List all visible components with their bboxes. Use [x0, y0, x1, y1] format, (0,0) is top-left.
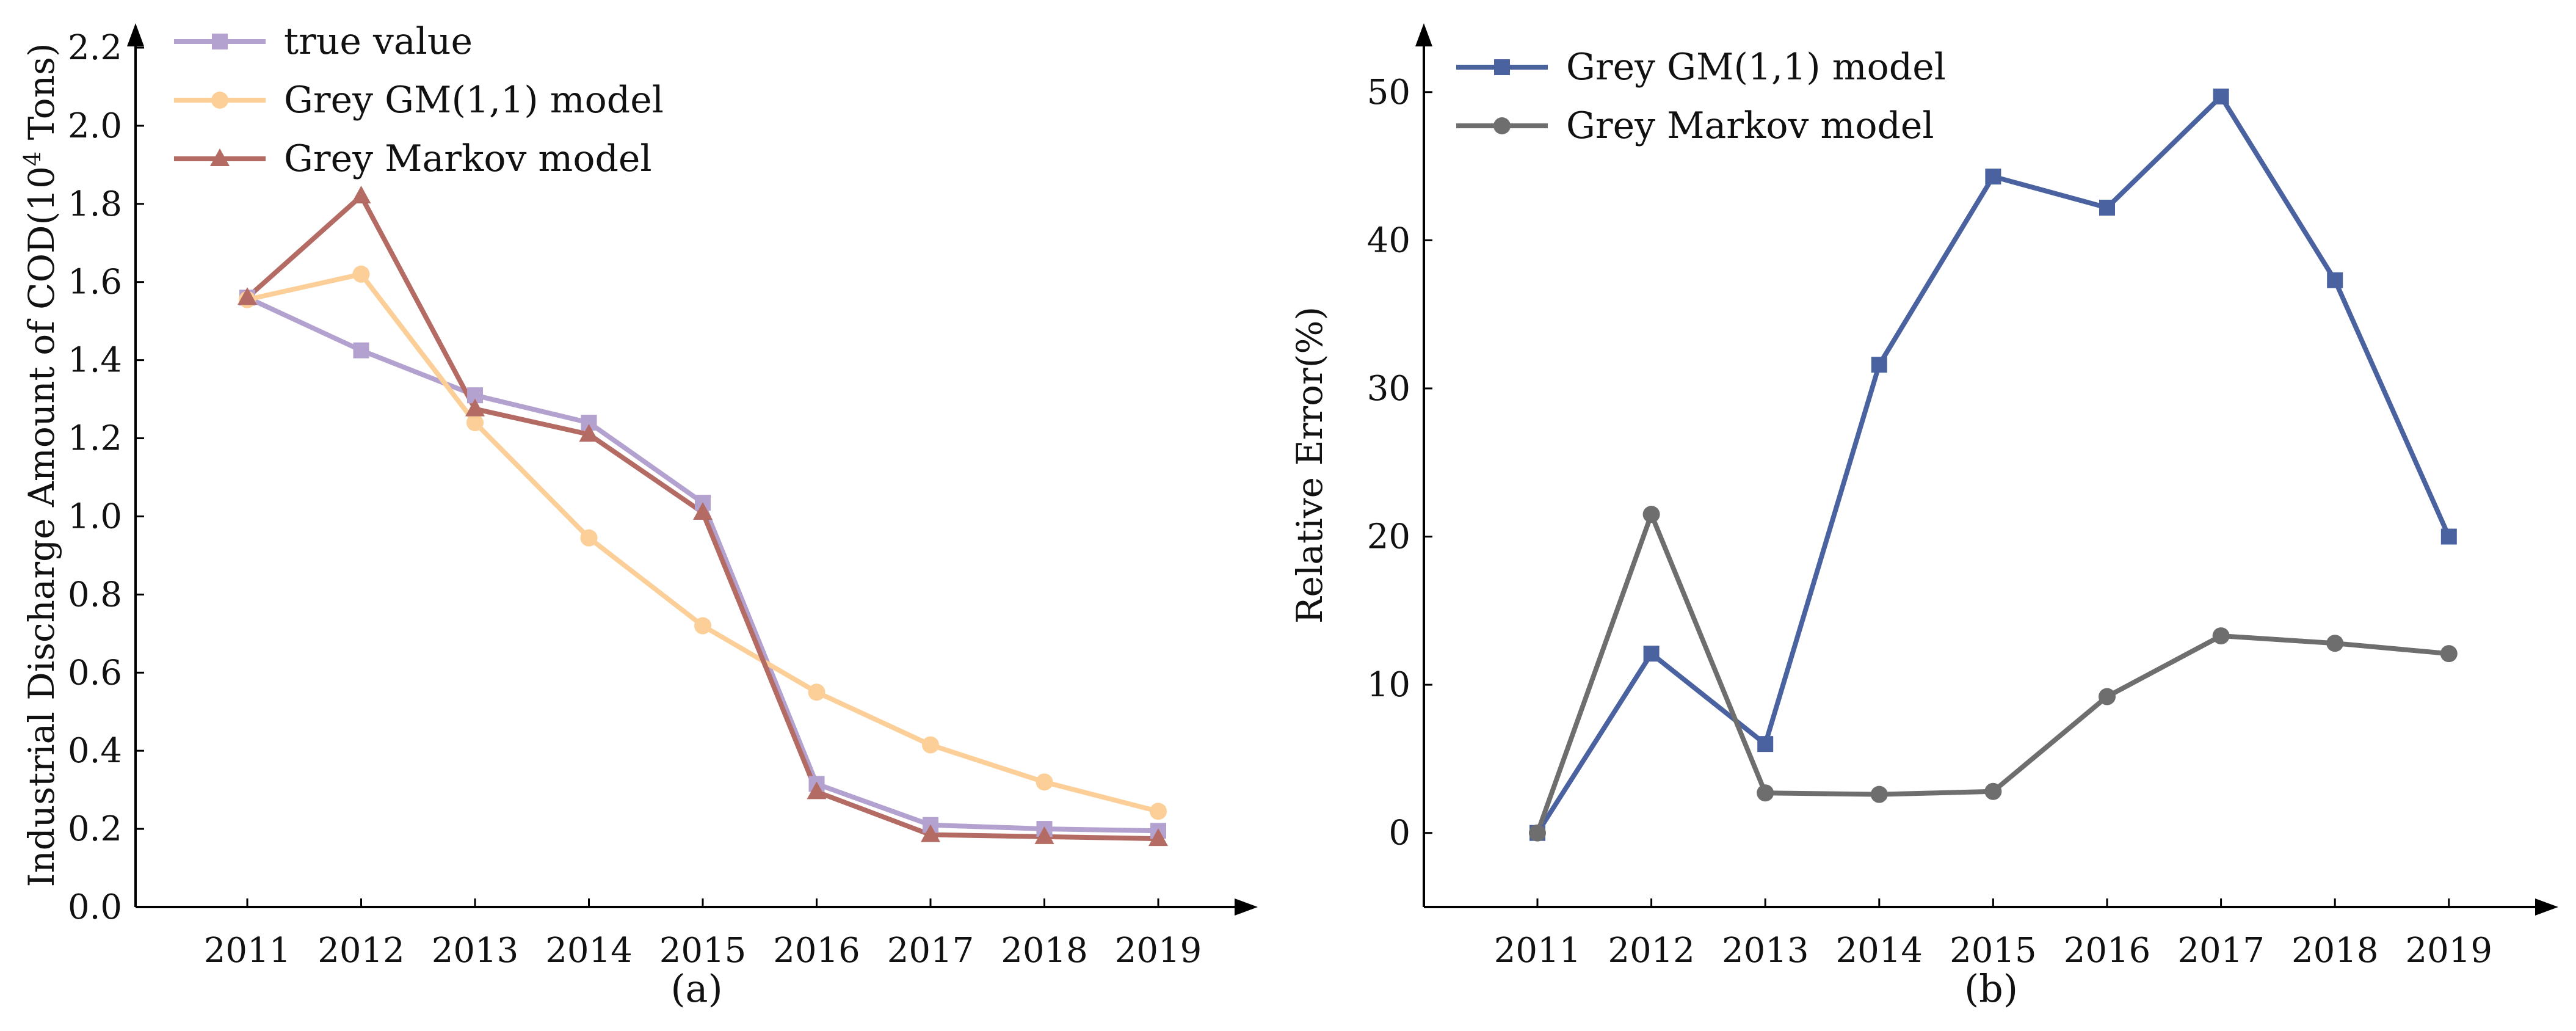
y-axis-title-main: Industrial Discharge Amount of COD(10 [21, 166, 62, 887]
series-0-point [1643, 646, 1660, 662]
series-1-point [2099, 688, 2116, 705]
panel-caption: (a) [670, 966, 722, 1011]
legend-label: Grey Markov model [1566, 104, 1934, 147]
x-tick-label: 2011 [204, 931, 291, 971]
series-1-point [2212, 627, 2230, 645]
x-tick-label: 2019 [1115, 931, 1202, 971]
x-tick-label: 2015 [1950, 931, 2037, 971]
series-1-point [2440, 645, 2458, 663]
y-tick-label: 2.0 [68, 106, 122, 146]
series-2-point [1148, 828, 1168, 847]
series-2-point [1034, 826, 1054, 844]
series-0-point [1985, 169, 2001, 185]
series-0-point [2213, 89, 2229, 105]
y-tick-label: 0 [1388, 814, 1410, 853]
series-2-point [351, 186, 371, 204]
y-tick-label: 0.0 [68, 887, 122, 927]
series-2-point [238, 287, 257, 305]
series-2-point [693, 502, 713, 520]
y-axis-title: Relative Error(%) [1289, 307, 1330, 624]
series-0-point [1757, 736, 1774, 752]
x-tick-label: 2017 [887, 931, 974, 971]
y-tick-label: 40 [1367, 220, 1410, 260]
series-1-point [1529, 824, 1546, 842]
x-tick-label: 2018 [1001, 931, 1088, 971]
y-tick-label: 10 [1367, 665, 1410, 705]
series-2-point [921, 824, 940, 842]
series-1-point [1150, 803, 1167, 820]
chart-panel-a: 0.0 0.2 0.4 0.6 0.8 1.0 1.2 1.4 1.6 1.8 2.0 2.2 2011… [19, 20, 1258, 1011]
series-1-point [352, 265, 370, 283]
series-1-point [694, 617, 711, 635]
series-1-point [1984, 782, 2002, 800]
x-tick-label: 2016 [2064, 931, 2151, 971]
y-tick-label: 1.0 [68, 497, 122, 536]
legend-marker [210, 148, 230, 166]
x-tick-label: 2013 [1722, 931, 1809, 971]
series-2-point [807, 781, 827, 800]
x-axis-arrow [1235, 898, 1258, 916]
series-1-point [580, 529, 598, 547]
x-tick-label: 2016 [773, 931, 860, 971]
x-tick-label: 2018 [2291, 931, 2379, 971]
y-tick-label: 0.6 [68, 653, 122, 693]
y-axis-title-tail: Tons) [21, 43, 62, 151]
series-1-point [808, 683, 825, 701]
y-axis-title-superscript: 4 [19, 151, 46, 166]
y-tick-label: 50 [1367, 73, 1410, 112]
series-2-point [465, 398, 485, 417]
series-1-point [922, 736, 939, 754]
x-tick-label: 2013 [432, 931, 519, 971]
x-tick-label: 2011 [1494, 931, 1581, 971]
series-0-point [353, 342, 369, 359]
series-1-point [466, 413, 484, 431]
y-axis-arrow [127, 23, 144, 46]
series-1-point [1757, 784, 1774, 802]
series-1-point [1642, 506, 1660, 523]
legend-label: true value [284, 20, 473, 63]
legend-marker [212, 34, 228, 49]
series-1-point [1036, 773, 1053, 791]
x-tick-label: 2012 [317, 931, 405, 971]
x-axis-arrow [2535, 898, 2558, 916]
y-tick-label: 2.2 [68, 28, 122, 68]
panel-caption: (b) [1964, 966, 2018, 1011]
y-tick-label: 30 [1367, 369, 1410, 409]
y-tick-label: 0.4 [68, 731, 122, 771]
series-0-point [1871, 357, 1887, 373]
legend-label: Grey Markov model [284, 137, 652, 180]
x-tick-label: 2014 [1836, 931, 1923, 971]
series-2-point [579, 424, 599, 442]
legend-marker [1493, 117, 1511, 134]
x-tick-label: 2014 [545, 931, 633, 971]
series-1-point [1870, 785, 1888, 803]
y-tick-label: 0.8 [68, 575, 122, 614]
series-1-point [2326, 635, 2344, 652]
series-line-1 [247, 271, 1159, 814]
x-tick-label: 2019 [2406, 931, 2493, 971]
legend-label: Grey GM(1,1) model [1566, 46, 1946, 89]
y-tick-label: 1.4 [68, 341, 122, 381]
series-0-point [2099, 199, 2115, 216]
y-tick-label: 0.2 [68, 809, 122, 849]
y-tick-label: 1.8 [68, 184, 122, 224]
series-line-0 [246, 295, 1159, 834]
x-tick-label: 2017 [2177, 931, 2265, 971]
legend-marker [211, 92, 228, 109]
series-line-0 [1535, 94, 2451, 834]
series-0-point [2440, 528, 2457, 545]
chart-panel-b: 0 10 20 30 40 50 2011 2012 2013 2014 2015 2016 2017 2… [1289, 23, 2558, 1011]
series-0-point [2327, 272, 2343, 288]
y-tick-label: 20 [1367, 517, 1410, 557]
y-tick-label: 1.6 [68, 263, 122, 302]
y-axis-arrow [1415, 23, 1432, 46]
legend-marker [1494, 59, 1510, 75]
y-tick-label: 1.2 [68, 419, 122, 459]
legend-label: Grey GM(1,1) model [284, 79, 664, 122]
y-axis-title: Industrial Discharge Amount of COD(104 T… [19, 43, 62, 887]
x-tick-label: 2015 [659, 931, 747, 971]
x-tick-label: 2012 [1608, 931, 1695, 971]
